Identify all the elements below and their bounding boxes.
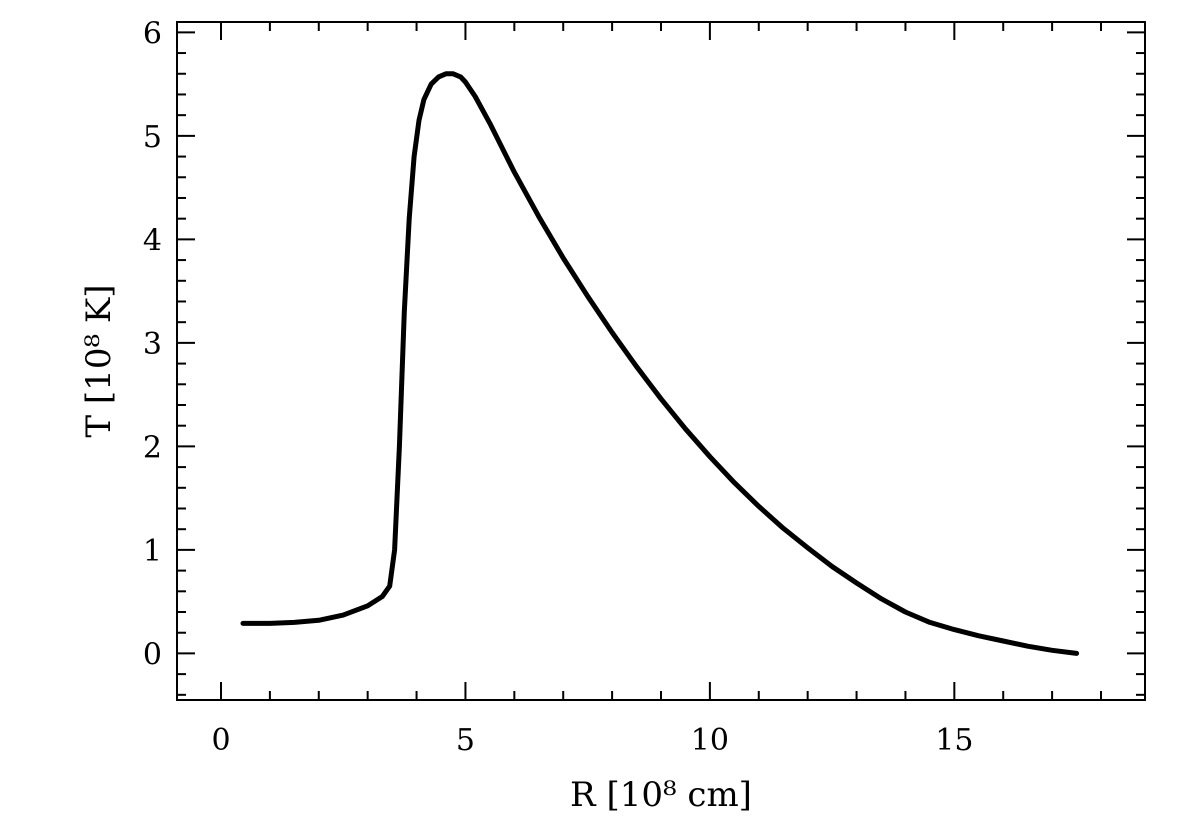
y-tick-label: 4 [143,223,162,258]
x-tick-label: 0 [211,723,230,758]
x-tick-label: 15 [935,723,973,758]
x-tick-label: 5 [456,723,475,758]
plot-frame [176,21,1146,701]
axis-ticks [177,22,1145,700]
y-tick-label: 3 [143,327,162,362]
y-tick-label: 5 [143,120,162,155]
tick-labels: 0 5 10 15 0 1 2 3 4 5 6 [143,16,974,758]
y-tick-label: 2 [143,430,162,465]
y-tick-label: 0 [143,637,162,672]
temperature-curve [240,71,1080,656]
x-tick-label: 10 [691,723,729,758]
y-axis-title: T [10⁸ K] [79,284,119,437]
y-tick-label: 1 [143,534,162,569]
x-axis-title: R [10⁸ cm] [570,775,752,815]
y-tick-label: 6 [143,16,162,51]
